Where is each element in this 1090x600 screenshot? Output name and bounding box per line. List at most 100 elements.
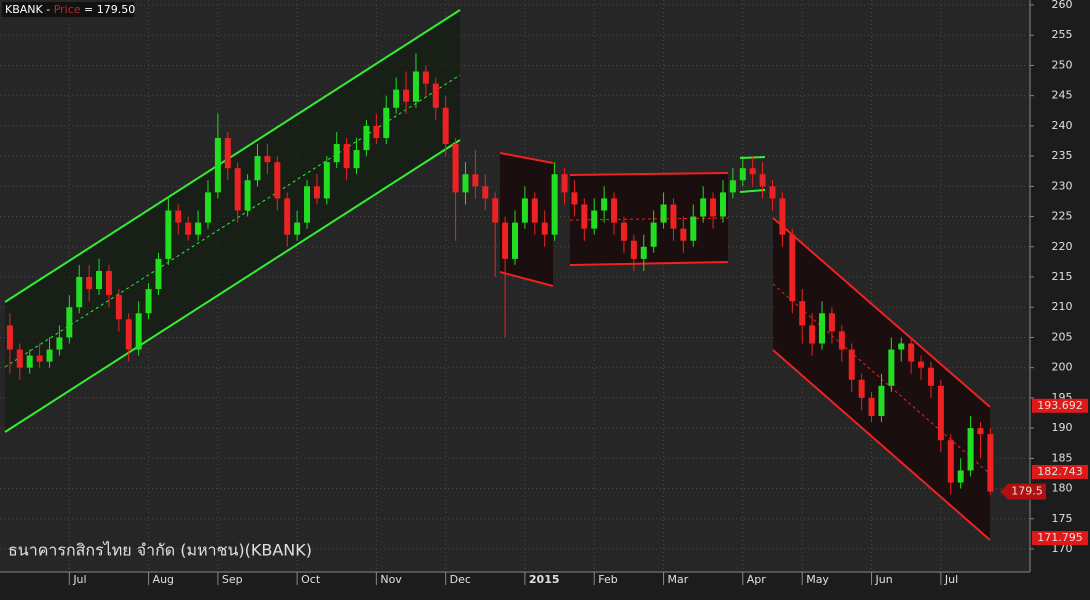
candle-body <box>759 174 766 187</box>
security-name: ธนาคารกสิกรไทย จำกัด (มหาชน)(KBANK) <box>8 541 312 560</box>
y-tick-label: 175 <box>1052 512 1073 525</box>
candle-body <box>492 198 499 223</box>
candle-body <box>531 198 538 223</box>
candle-body <box>670 204 677 229</box>
candle-body <box>868 397 875 417</box>
x-tick-label: Dec <box>450 573 471 586</box>
y-tick-label: 215 <box>1052 270 1073 283</box>
channel-line <box>772 217 991 408</box>
candle-body <box>848 349 855 380</box>
x-tick-label: Oct <box>301 573 321 586</box>
candle-body <box>373 125 380 138</box>
price-marker <box>1032 531 1088 546</box>
candle-body <box>96 270 103 290</box>
candle-body <box>719 192 726 217</box>
candle-body <box>888 349 895 386</box>
candle-body <box>185 222 192 235</box>
candle-body <box>779 198 786 235</box>
candle-body <box>363 125 370 151</box>
candle-body <box>739 168 746 181</box>
candle-body <box>690 216 697 241</box>
x-tick-label: Jul <box>72 573 86 586</box>
y-tick-label: 210 <box>1052 300 1073 313</box>
candle-body <box>244 180 251 211</box>
chart-title: KBANK - Price = 179.50 <box>5 3 135 16</box>
candle-body <box>809 325 816 344</box>
y-tick-label: 245 <box>1052 89 1073 102</box>
x-tick-label: May <box>806 573 829 586</box>
candle-body <box>264 156 271 163</box>
candle-body <box>125 319 132 350</box>
candle-body <box>908 343 915 362</box>
y-tick-label: 255 <box>1052 28 1073 41</box>
candle-body <box>819 313 826 344</box>
candle-body <box>442 107 449 145</box>
candle-body <box>383 107 390 138</box>
candle-body <box>828 313 835 332</box>
candle-body <box>937 385 944 441</box>
candle-body <box>591 210 598 229</box>
price-marker <box>1032 464 1088 479</box>
title-symbol: KBANK - <box>5 3 54 16</box>
candle-body <box>135 313 142 350</box>
candle-body <box>967 428 974 471</box>
candle-body <box>76 277 83 308</box>
price-marker <box>1032 398 1088 413</box>
candle-body <box>452 144 459 193</box>
candle-body <box>878 385 885 417</box>
x-tick-label: Sep <box>222 573 243 586</box>
candle-body <box>105 270 112 296</box>
x-tick-label: Feb <box>598 573 617 586</box>
x-tick-label: Apr <box>747 573 767 586</box>
y-tick-label: 235 <box>1052 149 1073 162</box>
candle-body <box>947 440 954 483</box>
x-tick-label: Nov <box>380 573 402 586</box>
candle-body <box>521 198 528 223</box>
channel-line <box>569 172 729 176</box>
candle-body <box>86 277 93 290</box>
y-tick-label: 225 <box>1052 210 1073 223</box>
candle-body <box>6 325 13 350</box>
candle-body <box>611 198 618 223</box>
candle-body <box>700 198 707 217</box>
candle-body <box>987 434 994 492</box>
candle-body <box>56 337 63 350</box>
candle-body <box>502 222 509 259</box>
candles <box>6 53 994 495</box>
candle-body <box>620 222 627 241</box>
channel-line <box>569 261 729 266</box>
candle-body <box>898 343 905 350</box>
y-tick-label: 185 <box>1052 451 1073 464</box>
candle-body <box>393 89 400 108</box>
candle-body <box>26 355 33 368</box>
candle-body <box>66 307 73 338</box>
candle-body <box>561 174 568 193</box>
candle-body <box>422 71 429 84</box>
candle-body <box>333 144 340 163</box>
y-tick-label: 220 <box>1052 240 1073 253</box>
candle-body <box>155 258 162 290</box>
candle-body <box>749 168 756 175</box>
y-tick-label: 170 <box>1052 542 1073 555</box>
price-marker-label: 182.743 <box>1037 465 1083 478</box>
candle-body <box>601 198 608 211</box>
candle-body <box>640 246 647 259</box>
x-tick-label: Jul <box>944 573 958 586</box>
candle-body <box>680 228 687 241</box>
candle-body <box>274 162 281 199</box>
candle-body <box>541 222 548 235</box>
candle-body <box>294 222 301 235</box>
price-marker-label: 171.795 <box>1037 531 1083 544</box>
x-tick-label: 2015 <box>529 573 560 586</box>
candle-body <box>175 210 182 223</box>
candle-body <box>769 186 776 199</box>
candle-body <box>284 198 291 235</box>
candle-body <box>789 234 796 302</box>
candle-body <box>234 168 241 211</box>
x-tick-label: Mar <box>668 573 689 586</box>
candle-body <box>403 89 410 102</box>
candle-body <box>927 367 934 386</box>
candle-body <box>472 174 479 187</box>
candle-body <box>799 301 806 326</box>
